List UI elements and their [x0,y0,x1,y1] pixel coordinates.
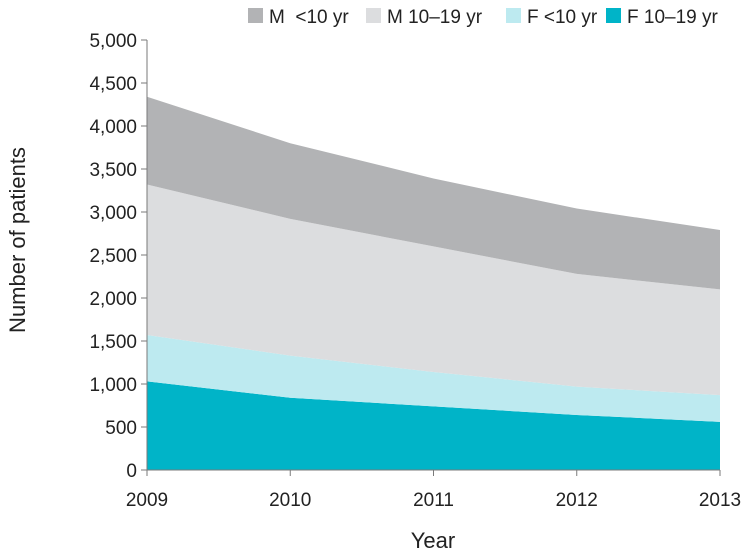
x-tick-label: 2011 [413,490,454,511]
area-series-m-lt-10-yr [147,96,720,290]
y-tick-label: 4,500 [89,74,137,95]
legend-swatch-m-lt-10-yr [248,8,263,23]
x-tick-label: 2013 [699,490,741,511]
legend: M <10 yr M 10–19 yr F <10 yr F 10–19 yr [248,7,718,28]
y-tick-label: 3,000 [89,203,137,224]
legend-label-m-lt-10-yr: M <10 yr [269,7,349,28]
area-series-f-10-19-yr [147,381,720,470]
axes: 0 500 1,000 1,500 2,000 2,500 3,000 3,500 4,000 4… [89,31,741,511]
area-series-m-10-19-yr [147,184,720,396]
legend-label-f-10-19-yr: F 10–19 yr [627,7,718,28]
x-tick-label: 2012 [556,490,598,511]
x-tick-label: 2009 [126,490,168,511]
y-tick-label: 4,000 [89,117,137,138]
legend-swatch-m-10-19-yr [366,8,381,23]
plot-area [147,96,720,470]
y-tick-label: 0 [126,461,137,482]
area-series-f-lt-10-yr [147,334,720,422]
y-axis-title: Number of patients [5,147,30,333]
legend-label-m-10-19-yr: M 10–19 yr [387,7,483,28]
y-tick-label: 1,000 [89,375,137,396]
y-tick-label: 3,500 [89,160,137,181]
legend-swatch-f-10-19-yr [606,8,621,23]
y-tick-label: 500 [105,418,137,439]
x-tick-label: 2010 [269,490,311,511]
y-tick-label: 1,500 [89,332,137,353]
y-tick-label: 5,000 [89,31,137,52]
x-axis-title: Year [411,528,455,553]
legend-swatch-f-lt-10-yr [506,8,521,23]
y-tick-label: 2,500 [89,246,137,267]
legend-label-f-lt-10-yr: F <10 yr [527,7,598,28]
y-tick-label: 2,000 [89,289,137,310]
